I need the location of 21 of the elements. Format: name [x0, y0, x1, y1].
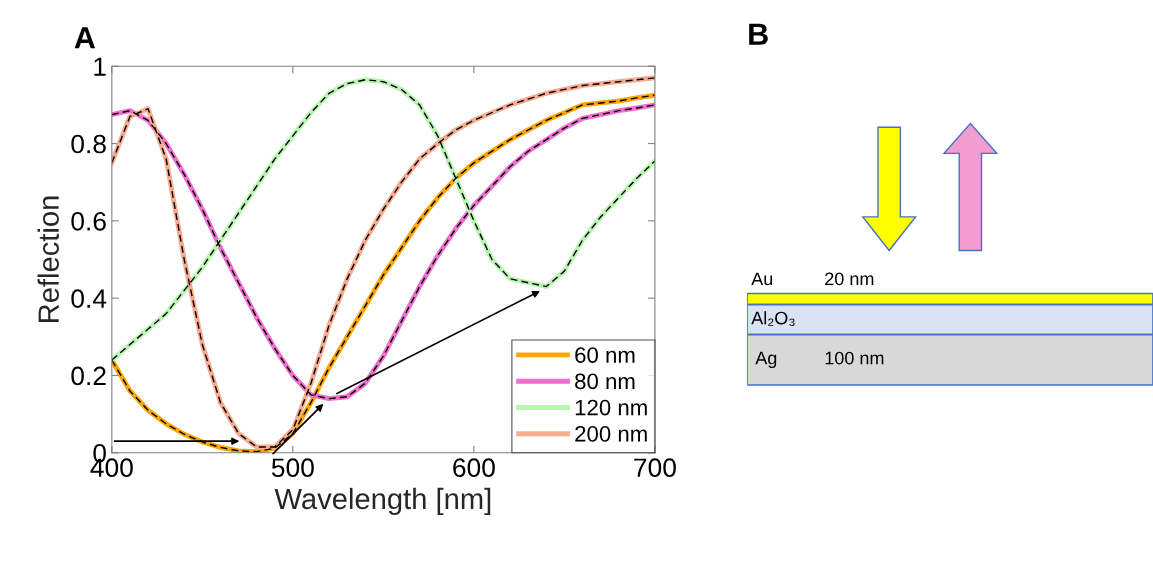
y-tick-label: 0.8 [71, 134, 106, 154]
legend-label: 60 nm [575, 347, 635, 363]
legend-label: 80 nm [575, 373, 635, 390]
y-tick-label: 1 [94, 57, 106, 76]
y-tick-label: 0.6 [71, 211, 106, 231]
y-axis-title: Reflection [37, 196, 59, 322]
x-tick-label: 600 [453, 458, 495, 478]
x-tick-label: 700 [634, 458, 676, 478]
text: B [749, 23, 768, 45]
text: Al₂O₃ [751, 311, 795, 326]
text: Ag [755, 351, 777, 369]
legend-label: 120 nm [575, 399, 647, 416]
x-axis-title: Wavelength [nm] [274, 487, 491, 515]
x-tick-label: 500 [271, 458, 314, 478]
text: Au [751, 272, 773, 286]
text: 100 nm [825, 351, 884, 365]
chart-title: A [74, 27, 96, 49]
y-tick-label: 0.4 [71, 289, 107, 308]
y-tick-label: 0.2 [71, 366, 106, 386]
text: 20 nm [825, 272, 874, 286]
legend-label: 200 nm [575, 426, 647, 442]
